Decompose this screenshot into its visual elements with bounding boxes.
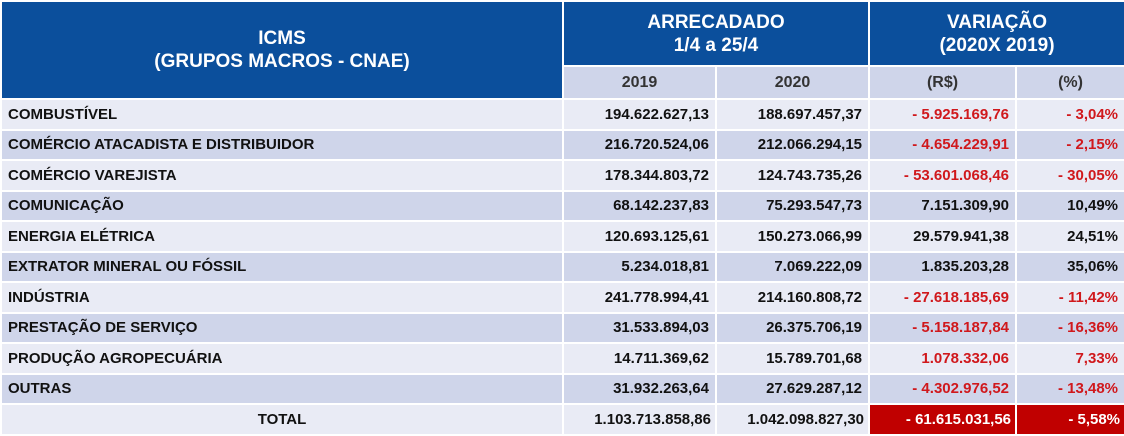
row-label: ENERGIA ELÉTRICA <box>0 220 564 253</box>
header-title: ICMS <box>258 28 306 49</box>
header-subtitle: (GRUPOS MACROS - CNAE) <box>154 51 410 72</box>
table-row: COMÉRCIO ATACADISTA E DISTRIBUIDOR 216.72… <box>0 128 1124 161</box>
variation-rs: - 27.618.185,69 <box>868 281 1018 314</box>
row-label: PRESTAÇÃO DE SERVIÇO <box>0 311 564 344</box>
variation-rs: - 5.158.187,84 <box>868 311 1018 344</box>
row-label: COMBUSTÍVEL <box>0 98 564 131</box>
total-label: TOTAL <box>0 403 564 436</box>
header-arrecadado: ARRECADADO 1/4 a 25/4 <box>561 0 871 67</box>
value-2020: 214.160.808,72 <box>714 281 871 314</box>
variation-pct: 24,51% <box>1015 220 1124 253</box>
value-2020: 15.789.701,68 <box>714 342 871 375</box>
variation-pct: - 16,36% <box>1015 311 1124 344</box>
table-row: OUTRAS 31.932.263,64 27.629.287,12- 4.302.… <box>0 372 1124 405</box>
variation-rs: 1.078.332,06 <box>868 342 1018 375</box>
header-variacao-title: VARIAÇÃO <box>947 11 1047 33</box>
value-2019: 31.533.894,03 <box>562 311 717 344</box>
row-label: OUTRAS <box>0 372 564 405</box>
value-2019: 120.693.125,61 <box>562 220 717 253</box>
variation-rs: 1.835.203,28 <box>868 250 1018 283</box>
variation-rs: 7.151.309,90 <box>868 189 1018 222</box>
variation-pct: - 13,48% <box>1015 372 1124 405</box>
variation-rs: - 4.654.229,91 <box>868 128 1018 161</box>
header-variacao: VARIAÇÃO (2020X 2019) <box>868 0 1124 67</box>
table-row: ENERGIA ELÉTRICA 120.693.125,61 150.273.06… <box>0 220 1124 253</box>
variation-pct: - 3,04% <box>1015 98 1124 131</box>
table-row: COMBUSTÍVEL 194.622.627,13 188.697.457,37-… <box>0 98 1124 131</box>
value-2020: 212.066.294,15 <box>714 128 871 161</box>
row-label: COMÉRCIO ATACADISTA E DISTRIBUIDOR <box>0 128 564 161</box>
variation-pct: 7,33% <box>1015 342 1124 375</box>
value-2020: 26.375.706,19 <box>714 311 871 344</box>
variation-rs: - 53.601.068,46 <box>868 159 1018 192</box>
subheader-2020: 2020 <box>714 65 871 100</box>
value-2019: 178.344.803,72 <box>562 159 717 192</box>
table-row: PRESTAÇÃO DE SERVIÇO 31.533.894,03 26.375.… <box>0 311 1124 344</box>
variation-rs: - 4.302.976,52 <box>868 372 1018 405</box>
value-2019: 68.142.237,83 <box>562 189 717 222</box>
value-2020: 124.743.735,26 <box>714 159 871 192</box>
total-2019: 1.103.713.858,86 <box>562 403 717 436</box>
header-arrecadado-period: 1/4 a 25/4 <box>673 34 759 56</box>
value-2020: 75.293.547,73 <box>714 189 871 222</box>
value-2019: 5.234.018,81 <box>562 250 717 283</box>
variation-pct: 10,49% <box>1015 189 1124 222</box>
subheader-pct: (%) <box>1015 65 1124 100</box>
variation-rs: 29.579.941,38 <box>868 220 1018 253</box>
value-2020: 150.273.066,99 <box>714 220 871 253</box>
value-2019: 241.778.994,41 <box>562 281 717 314</box>
table-row: EXTRATOR MINERAL OU FÓSSIL 5.234.018,81 7.… <box>0 250 1124 283</box>
variation-rs: - 5.925.169,76 <box>868 98 1018 131</box>
table-row: COMUNICAÇÃO 68.142.237,83 75.293.547,73 7.1… <box>0 189 1124 222</box>
table-row: COMÉRCIO VAREJISTA 178.344.803,72 124.743.… <box>0 159 1124 192</box>
total-variation-rs: - 61.615.031,56 <box>868 403 1018 436</box>
header-arrecadado-title: ARRECADADO <box>647 11 785 33</box>
total-row: TOTAL 1.103.713.858,86 1.042.098.827,30- 6… <box>0 403 1124 436</box>
row-label: EXTRATOR MINERAL OU FÓSSIL <box>0 250 564 283</box>
table-row: INDÚSTRIA 241.778.994,41 214.160.808,72- 2… <box>0 281 1124 314</box>
value-2020: 27.629.287,12 <box>714 372 871 405</box>
variation-pct: - 11,42% <box>1015 281 1124 314</box>
total-2020: 1.042.098.827,30 <box>714 403 871 436</box>
row-label: PRODUÇÃO AGROPECUÁRIA <box>0 342 564 375</box>
value-2019: 31.932.263,64 <box>562 372 717 405</box>
row-label: COMUNICAÇÃO <box>0 189 564 222</box>
table-row: PRODUÇÃO AGROPECUÁRIA 14.711.369,62 15.789… <box>0 342 1124 375</box>
variation-pct: - 2,15% <box>1015 128 1124 161</box>
total-variation-pct: - 5,58% <box>1015 403 1124 436</box>
subheader-2019: 2019 <box>562 65 717 100</box>
value-2019: 216.720.524,06 <box>562 128 717 161</box>
value-2019: 14.711.369,62 <box>562 342 717 375</box>
value-2020: 188.697.457,37 <box>714 98 871 131</box>
variation-pct: - 30,05% <box>1015 159 1124 192</box>
header-icms: ICMS (GRUPOS MACROS - CNAE) <box>0 0 564 100</box>
value-2020: 7.069.222,09 <box>714 250 871 283</box>
value-2019: 194.622.627,13 <box>562 98 717 131</box>
subheader-rs: (R$) <box>868 65 1018 100</box>
variation-pct: 35,06% <box>1015 250 1124 283</box>
row-label: COMÉRCIO VAREJISTA <box>0 159 564 192</box>
row-label: INDÚSTRIA <box>0 281 564 314</box>
header-variacao-period: (2020X 2019) <box>939 34 1055 56</box>
